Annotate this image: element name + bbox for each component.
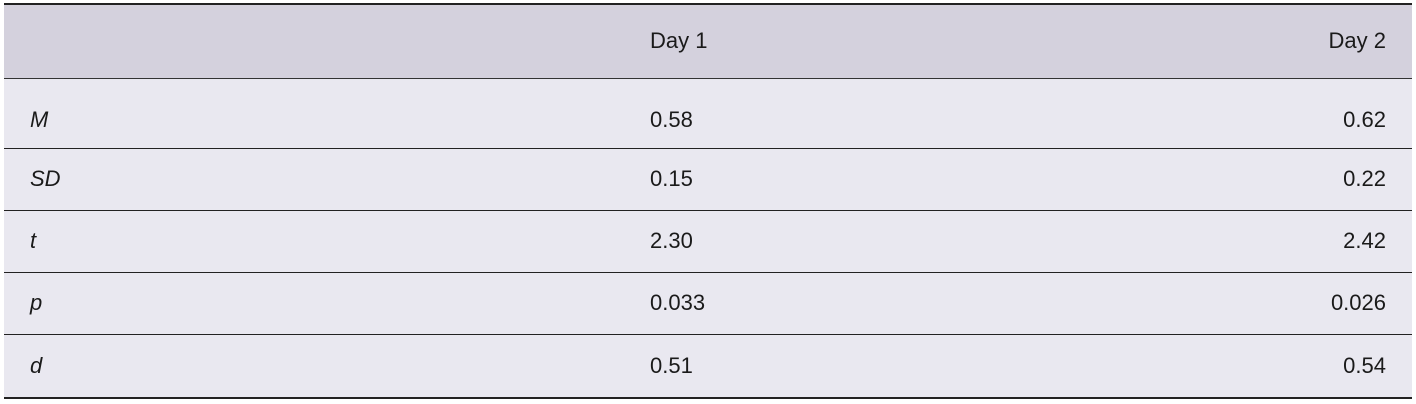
row-label: d <box>30 352 43 378</box>
value-cell: 0.22 <box>1343 166 1386 191</box>
value-cell: 0.54 <box>1343 352 1386 378</box>
value-cell: 0.58 <box>650 107 693 132</box>
value-cell: 0.51 <box>650 352 693 378</box>
header-row: Day 1 Day 2 <box>4 4 1412 78</box>
table-row: M 0.58 0.62 <box>4 78 1412 148</box>
value-cell: 2.42 <box>1343 228 1386 253</box>
header-cell <box>4 4 650 78</box>
header-cell: Day 1 <box>650 28 708 54</box>
table-row: t 2.30 2.42 <box>4 210 1412 272</box>
table-header: Day 1 Day 2 <box>4 4 1412 78</box>
header-cell: Day 2 <box>1328 28 1386 54</box>
stats-table: Day 1 Day 2 M 0.58 0.62 SD 0.15 0.22 t 2.30 2.42… <box>4 3 1412 399</box>
table-row: p 0.033 0.026 <box>4 272 1412 334</box>
row-label: t <box>30 228 37 253</box>
value-cell: 0.62 <box>1343 107 1386 132</box>
table-row: d 0.51 0.54 <box>4 334 1412 398</box>
row-label: M <box>30 107 49 132</box>
row-label: p <box>30 290 43 315</box>
value-cell: 0.026 <box>1330 290 1386 315</box>
value-cell: 2.30 <box>650 228 693 253</box>
row-label: SD <box>30 166 61 191</box>
table-row: SD 0.15 0.22 <box>4 148 1412 210</box>
table-body: M 0.58 0.62 SD 0.15 0.22 t 2.30 2.42 p 0.033 0.026 d… <box>4 78 1412 398</box>
value-cell: 0.15 <box>650 166 693 191</box>
table-wrapper: Day 1 Day 2 M 0.58 0.62 SD 0.15 0.22 t 2.30 2.42… <box>4 3 1412 399</box>
value-cell: 0.033 <box>650 290 706 315</box>
